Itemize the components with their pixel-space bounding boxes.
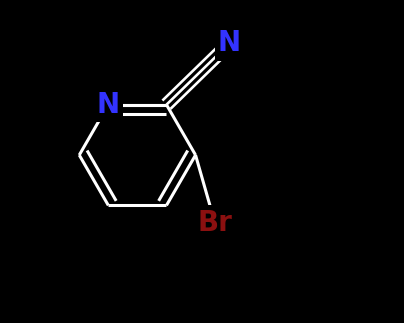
Text: Br: Br: [198, 209, 232, 237]
Text: N: N: [218, 29, 241, 57]
Text: N: N: [97, 91, 120, 119]
